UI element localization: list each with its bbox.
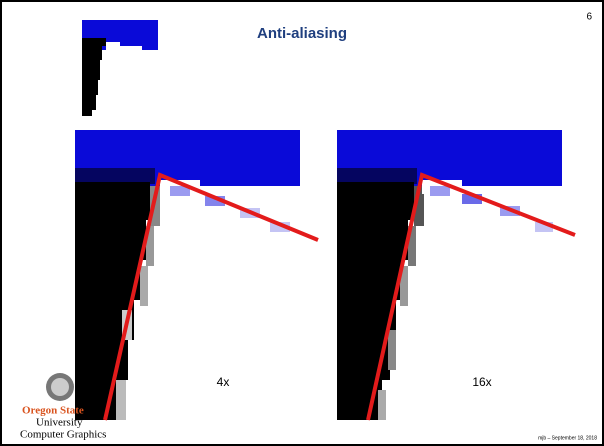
thumbnail xyxy=(82,20,158,116)
panel-label: 16x xyxy=(472,375,491,389)
image-16x xyxy=(337,130,576,421)
logo-line: Oregon State xyxy=(22,405,84,417)
panel-label: 4x xyxy=(217,375,230,389)
slide-number: 6 xyxy=(586,12,592,23)
logo-line: Computer Graphics xyxy=(20,429,106,441)
image-4x xyxy=(75,130,319,421)
logo-line: University xyxy=(36,417,83,429)
slide-title: Anti-aliasing xyxy=(257,25,347,42)
footer: mjb – September 18, 2018 xyxy=(538,435,597,441)
logo: Oregon State University Computer Graphic… xyxy=(20,373,106,441)
